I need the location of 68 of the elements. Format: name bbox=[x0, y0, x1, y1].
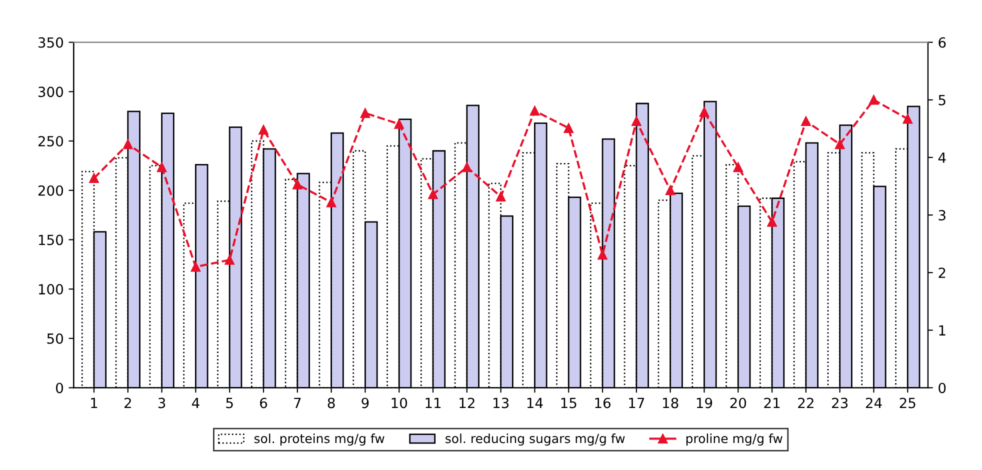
x-tick-label: 6 bbox=[260, 398, 268, 408]
x-tick-label: 17 bbox=[629, 398, 644, 408]
point bbox=[190, 262, 201, 272]
x-tick-label: 4 bbox=[192, 398, 200, 408]
point bbox=[665, 185, 676, 196]
point bbox=[326, 197, 336, 208]
legend-label: sol. proteins mg/g fw bbox=[254, 434, 384, 446]
y-tick-label: 200 bbox=[38, 185, 64, 196]
point bbox=[156, 162, 167, 172]
point bbox=[496, 192, 506, 202]
point bbox=[530, 106, 540, 116]
point bbox=[258, 124, 268, 135]
x-tick-label: 23 bbox=[832, 398, 848, 408]
point bbox=[902, 114, 913, 124]
x-tick-label: 9 bbox=[362, 398, 369, 408]
x-tick-label: 8 bbox=[328, 398, 335, 408]
y-tick-label: 350 bbox=[38, 37, 64, 48]
point bbox=[632, 116, 642, 126]
point bbox=[89, 173, 99, 184]
point bbox=[394, 119, 404, 129]
y-tick-label: 0 bbox=[56, 382, 64, 394]
point bbox=[123, 139, 133, 150]
x-tick-label: 18 bbox=[663, 398, 678, 408]
point bbox=[224, 255, 234, 265]
point bbox=[360, 108, 370, 118]
point bbox=[767, 217, 777, 227]
x-tick-label: 1 bbox=[91, 398, 98, 408]
x-tick-label: 13 bbox=[494, 398, 509, 408]
point bbox=[801, 116, 811, 126]
y2-tick-label: 6 bbox=[938, 37, 946, 48]
point bbox=[598, 250, 608, 260]
y-tick-label: 50 bbox=[47, 333, 64, 344]
y-tick-label: 100 bbox=[38, 284, 64, 295]
x-tick-label: 24 bbox=[866, 398, 882, 408]
x-tick-label: 25 bbox=[900, 398, 916, 408]
y-tick-label: 300 bbox=[38, 86, 64, 98]
y2-tick-label: 4 bbox=[938, 152, 946, 163]
x-tick-label: 15 bbox=[561, 398, 576, 408]
y2-tick-label: 3 bbox=[938, 210, 946, 220]
x-tick-label: 3 bbox=[158, 398, 166, 408]
x-tick-label: 22 bbox=[798, 398, 814, 408]
legend-label: proline mg/g fw bbox=[686, 434, 782, 446]
x-tick-label: 14 bbox=[527, 398, 543, 408]
x-tick-label: 12 bbox=[460, 398, 474, 408]
point bbox=[834, 139, 845, 150]
y2-tick-label: 0 bbox=[938, 382, 946, 394]
x-tick-label: 5 bbox=[226, 398, 233, 408]
y-tick-label: 250 bbox=[38, 136, 64, 146]
x-tick-label: 20 bbox=[730, 398, 746, 408]
point bbox=[733, 162, 743, 172]
x-tick-label: 11 bbox=[426, 398, 441, 408]
x-tick-label: 7 bbox=[294, 398, 301, 408]
legend-label: sol. reducing sugars mg/g fw bbox=[446, 434, 625, 446]
point bbox=[462, 162, 472, 172]
x-tick-label: 2 bbox=[124, 398, 131, 408]
point bbox=[564, 123, 574, 133]
y2-tick-label: 1 bbox=[939, 325, 946, 336]
x-tick-label: 16 bbox=[595, 398, 610, 408]
x-tick-label: 19 bbox=[696, 398, 712, 408]
y2-tick-label: 2 bbox=[938, 268, 946, 278]
point bbox=[699, 107, 710, 117]
y2-tick-label: 5 bbox=[938, 95, 946, 106]
x-tick-label: 10 bbox=[392, 398, 408, 408]
point bbox=[292, 180, 302, 190]
point bbox=[428, 189, 438, 200]
y-tick-label: 150 bbox=[38, 234, 64, 246]
x-tick-label: 21 bbox=[764, 398, 780, 408]
point bbox=[868, 95, 879, 105]
